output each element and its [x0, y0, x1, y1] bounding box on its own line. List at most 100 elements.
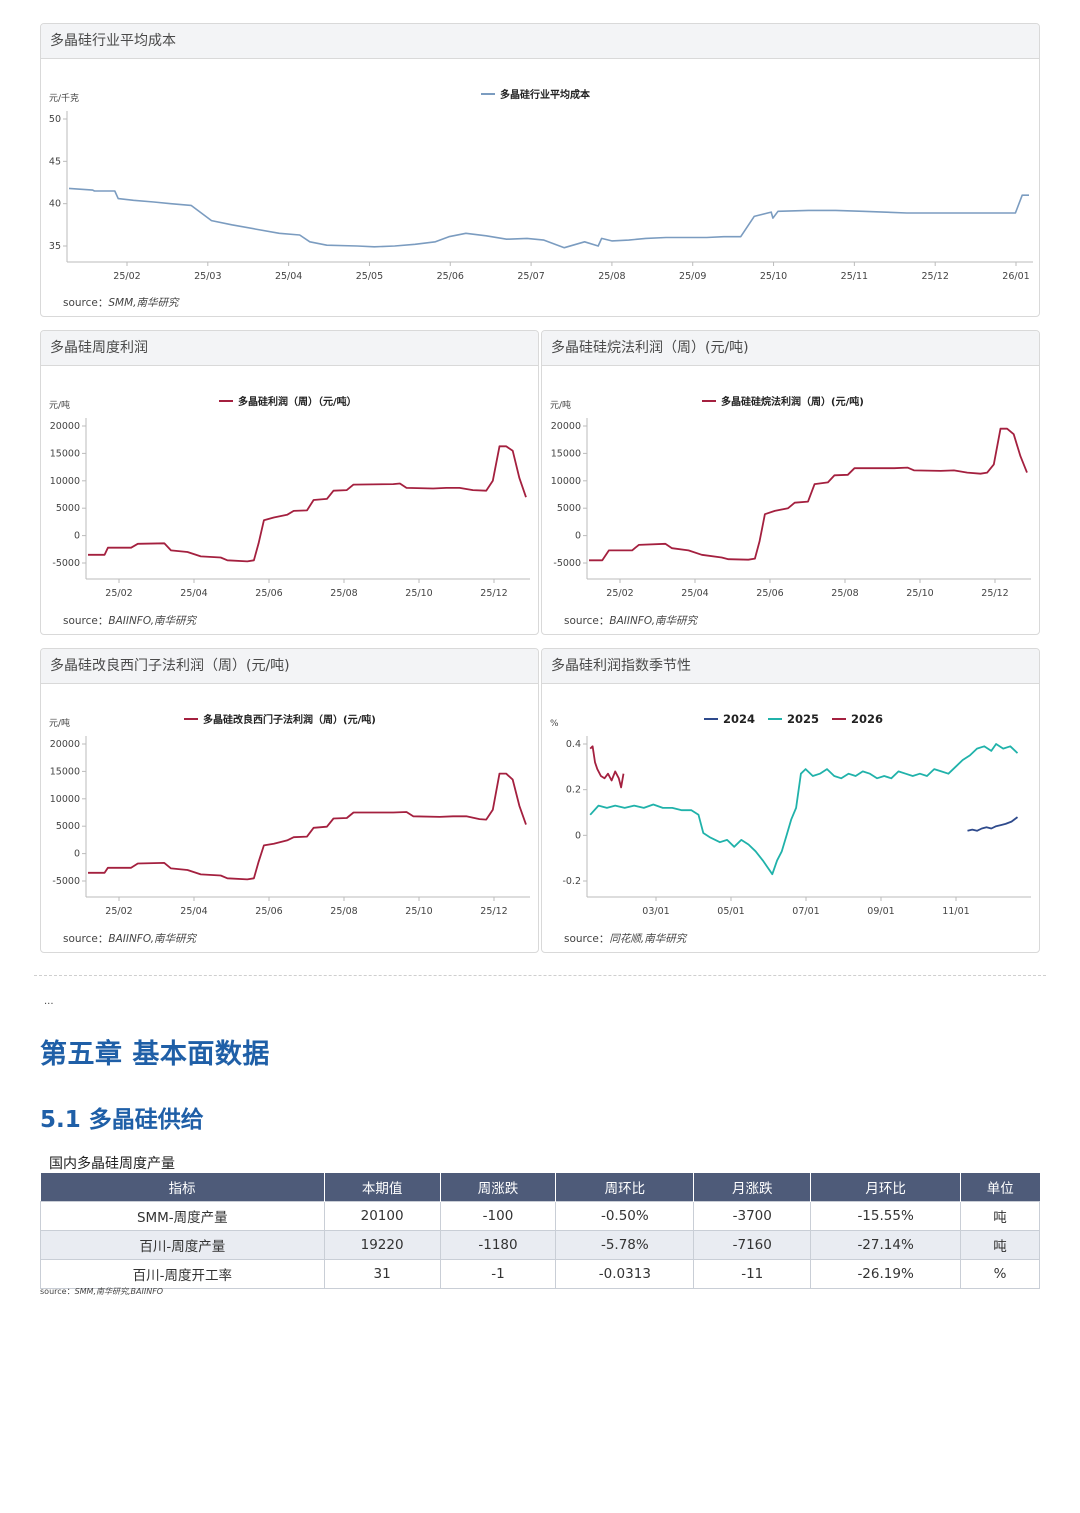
y-tick-label: 10000: [551, 476, 581, 487]
chart-source: source：同花顺,南华研究: [564, 933, 687, 945]
legend-label: 多晶硅行业平均成本: [500, 88, 591, 101]
legend-label: 多晶硅硅烷法利润（周）(元/吨): [721, 395, 864, 408]
y-tick-label: 45: [49, 156, 61, 167]
x-tick-label: 25/12: [921, 271, 948, 282]
x-tick-label: 25/11: [841, 271, 868, 282]
x-tick-label: 25/04: [180, 906, 207, 917]
y-tick-label: 20000: [50, 739, 80, 750]
series-line-多晶硅行业平均成本: [68, 187, 1029, 249]
x-tick-label: 25/05: [356, 271, 383, 282]
x-tick-label: 25/04: [681, 588, 708, 599]
table-row: SMM-周度产量 20100 -100 -0.50% -3700 -15.55%…: [40, 1201, 1040, 1231]
x-tick-label: 25/02: [113, 271, 140, 282]
legend-label: 多晶硅改良西门子法利润（周）(元/吨): [203, 713, 376, 726]
series-line-多晶硅改良西门子法利润（周）(元/吨): [88, 772, 527, 881]
panel-title: 多晶硅行业平均成本: [41, 24, 1039, 59]
y-unit-label: 元/吨: [550, 399, 571, 411]
chart-source: source：BAIINFO,南华研究: [63, 615, 197, 627]
y-tick-label: 20000: [551, 421, 581, 432]
x-tick-label: 25/12: [480, 588, 507, 599]
table-cell: 吨: [960, 1230, 1040, 1260]
header-cell: 周涨跌: [440, 1173, 557, 1202]
x-tick-label: 05/01: [717, 906, 744, 917]
table-cell: 31: [323, 1259, 441, 1289]
table-cell: 百川-周度产量: [40, 1230, 325, 1260]
panel-title: 多晶硅利润指数季节性: [542, 649, 1039, 684]
series-line-2024: [967, 816, 1019, 832]
table-cell: %: [960, 1259, 1040, 1289]
table-row: 百川-周度开工率 31 -1 -0.0313 -11 -26.19% %: [40, 1259, 1040, 1289]
y-tick-label: 5000: [56, 821, 80, 832]
panel-title: 多晶硅改良西门子法利润（周）(元/吨): [41, 649, 538, 684]
ellipsis: ...: [44, 996, 54, 1007]
x-tick-label: 07/01: [792, 906, 819, 917]
x-tick-label: 25/08: [598, 271, 625, 282]
y-tick-label: -5000: [52, 876, 80, 887]
y-tick-label: 40: [49, 199, 61, 210]
chart-source: source：BAIINFO,南华研究: [564, 615, 698, 627]
panel-title: 多晶硅周度利润: [41, 331, 538, 366]
header-cell: 月环比: [810, 1173, 962, 1202]
legend-label: 多晶硅利润（周）（元/吨）: [238, 395, 357, 408]
y-tick-label: 10000: [50, 794, 80, 805]
table-caption: 国内多晶硅周度产量: [49, 1156, 175, 1172]
y-tick-label: 5000: [557, 503, 581, 514]
table-cell: -27.14%: [810, 1230, 962, 1260]
chart-panel-silane-profit: 多晶硅硅烷法利润（周）(元/吨) 元/吨 20000 15000 10000 5000 0…: [541, 330, 1040, 635]
y-tick-label: 0: [74, 531, 80, 542]
x-tick-label: 25/04: [275, 271, 302, 282]
chart-panel-weekly-profit: 多晶硅周度利润 元/吨 20000 15000 10000 5000 0 -5000 25/0…: [40, 330, 539, 635]
panel-title: 多晶硅硅烷法利润（周）(元/吨): [542, 331, 1039, 366]
y-tick-label: 15000: [50, 448, 80, 459]
x-tick-label: 11/01: [942, 906, 969, 917]
siemens-profit-chart: 元/吨 20000 15000 10000 5000 0 -5000 25/02 25/04 25…: [49, 713, 530, 917]
legend-label: 2026: [851, 712, 883, 726]
x-tick-label: 25/12: [981, 588, 1008, 599]
supply-table: 指标 本期值 周涨跌 周环比 月涨跌 月环比 单位 SMM-周度产量 20100…: [40, 1173, 1040, 1289]
x-tick-label: 25/08: [831, 588, 858, 599]
x-tick-label: 25/06: [255, 906, 282, 917]
table-cell: -11: [693, 1259, 812, 1289]
x-tick-label: 25/10: [405, 906, 432, 917]
chart-panel-seasonality: 多晶硅利润指数季节性 % 0.4 0.2 0 -0.2 03/01 05/01 07/01 09…: [541, 648, 1040, 953]
x-tick-label: 25/06: [437, 271, 464, 282]
y-tick-label: -5000: [553, 558, 581, 569]
table-source: source：SMM,南华研究,BAIINFO: [40, 1287, 164, 1296]
table-cell: -0.0313: [555, 1259, 695, 1289]
header-cell: 指标: [40, 1173, 325, 1202]
section-divider: [34, 975, 1046, 976]
y-tick-label: 0: [575, 830, 581, 841]
x-tick-label: 25/02: [105, 906, 132, 917]
table-cell: -7160: [693, 1230, 812, 1260]
y-unit-label: 元/吨: [49, 717, 70, 729]
y-unit-label: 元/千克: [49, 93, 79, 104]
header-cell: 周环比: [555, 1173, 695, 1202]
table-cell: -15.55%: [810, 1201, 962, 1231]
table-cell: -1180: [439, 1230, 557, 1260]
chapter-title: 第五章 基本面数据: [40, 1039, 270, 1070]
x-tick-label: 25/07: [517, 271, 544, 282]
x-tick-label: 25/10: [906, 588, 933, 599]
y-tick-label: 15000: [50, 766, 80, 777]
x-tick-label: 25/08: [330, 906, 357, 917]
y-tick-label: 20000: [50, 421, 80, 432]
chart-panel-siemens-profit: 多晶硅改良西门子法利润（周）(元/吨) 元/吨 20000 15000 10000 50…: [40, 648, 539, 953]
x-tick-label: 25/02: [105, 588, 132, 599]
x-tick-label: 25/04: [180, 588, 207, 599]
y-tick-label: 5000: [56, 503, 80, 514]
series-line-2025: [589, 743, 1019, 876]
section-title: 5.1 多晶硅供给: [40, 1107, 204, 1133]
y-tick-label: 15000: [551, 448, 581, 459]
y-unit-label: 元/吨: [49, 399, 70, 411]
table-cell: -26.19%: [810, 1259, 962, 1289]
y-unit-label: %: [550, 719, 559, 729]
avg-cost-chart: 元/千克 50 45 40 35 25/02 25/03 25/04 25/05 25/06 25/…: [49, 88, 1033, 282]
legend-label: 2024: [723, 712, 755, 726]
table-row: 百川-周度产量 19220 -1180 -5.78% -7160 -27.14%…: [40, 1230, 1040, 1260]
table-cell: 20100: [323, 1201, 441, 1231]
x-tick-label: 25/10: [405, 588, 432, 599]
table-cell: 百川-周度开工率: [40, 1259, 325, 1289]
header-cell: 单位: [960, 1173, 1040, 1202]
series-line-2026: [589, 745, 625, 789]
x-tick-label: 03/01: [642, 906, 669, 917]
